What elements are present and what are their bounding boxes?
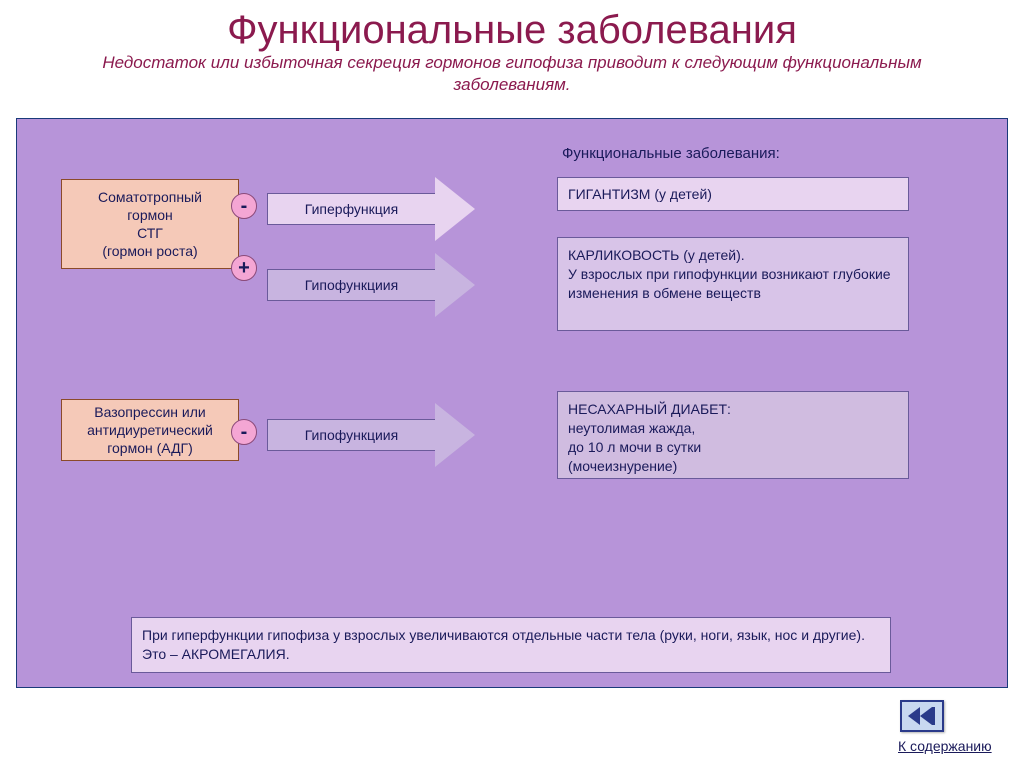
arrow-hypofunction-stg: Гипофункциия bbox=[267, 253, 475, 317]
arrow-label: Гиперфункция bbox=[305, 201, 398, 217]
footer-note: При гиперфункции гипофиза у взрослых уве… bbox=[131, 617, 891, 673]
plus-badge: + bbox=[231, 255, 257, 281]
arrow-hyperfunction: Гиперфункция bbox=[267, 177, 475, 241]
minus-badge-1: - bbox=[231, 193, 257, 219]
slide-title: Функциональные заболевания bbox=[0, 0, 1024, 50]
arrow-label: Гипофункциия bbox=[305, 277, 398, 293]
slide-subtitle: Недостаток или избыточная секреция гормо… bbox=[0, 50, 1024, 104]
result-dwarfism: КАРЛИКОВОСТЬ (у детей). У взрослых при г… bbox=[557, 237, 909, 331]
rewind-icon bbox=[908, 707, 936, 725]
nav-back-button[interactable] bbox=[900, 700, 944, 732]
arrow-label: Гипофункциия bbox=[305, 427, 398, 443]
diagram-panel: Функциональные заболевания: Соматотропны… bbox=[16, 118, 1008, 688]
nav-contents-link[interactable]: К содержанию bbox=[898, 738, 992, 754]
minus-badge-2: - bbox=[231, 419, 257, 445]
result-gigantism: ГИГАНТИЗМ (у детей) bbox=[557, 177, 909, 211]
hormone-stg-box: Соматотропный гормон СТГ (гормон роста) bbox=[61, 179, 239, 269]
section-label: Функциональные заболевания: bbox=[562, 145, 780, 162]
arrow-hypofunction-adh: Гипофункциия bbox=[267, 403, 475, 467]
hormone-adh-box: Вазопрессин или антидиуретический гормон… bbox=[61, 399, 239, 461]
result-diabetes: НЕСАХАРНЫЙ ДИАБЕТ: неутолимая жажда, до … bbox=[557, 391, 909, 479]
